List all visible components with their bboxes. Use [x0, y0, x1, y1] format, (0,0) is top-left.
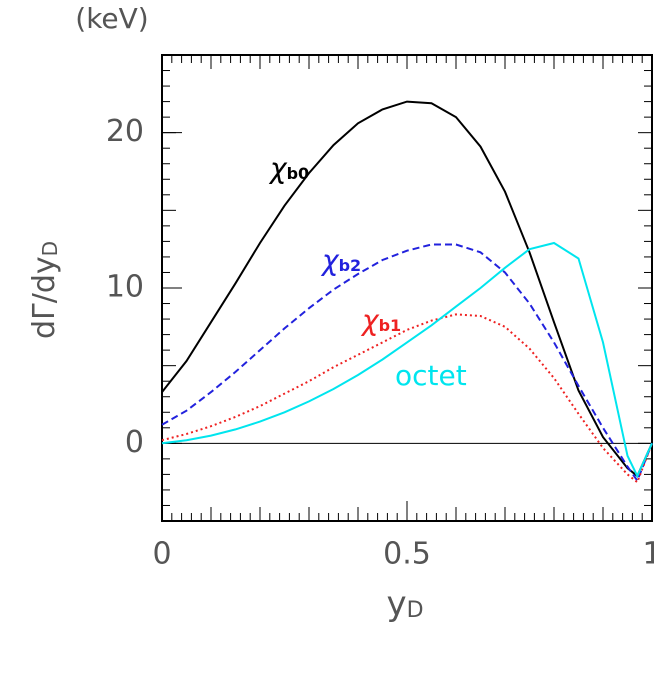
x-tick-label: 1: [642, 537, 654, 572]
series-label-main: octet: [395, 359, 467, 392]
x-tick-label: 0: [152, 537, 171, 572]
y-axis-label-sub: D: [38, 241, 62, 256]
series-label-sub: b2: [339, 256, 362, 275]
series-line: [161, 243, 653, 483]
y-tick-label: 10: [106, 270, 144, 305]
series-line: [161, 313, 653, 484]
y-tick-label: 0: [125, 425, 144, 460]
x-axis-label: yD: [386, 584, 423, 624]
y-axis-label-main: dΓ/dy: [27, 256, 62, 339]
series-label-sub: b0: [287, 164, 310, 183]
y-axis-label: dΓ/dyD: [27, 241, 62, 339]
series-label-main: χ: [268, 152, 288, 185]
series-label: χb1: [360, 304, 401, 337]
series-label-main: χ: [360, 304, 380, 337]
series-label: χb2: [320, 244, 361, 277]
unit-label: (keV): [75, 2, 148, 35]
series-label: χb0: [268, 152, 309, 185]
x-axis-label-main: y: [386, 584, 406, 624]
x-tick-label: 0.5: [383, 537, 431, 572]
series-line: [161, 100, 653, 478]
x-axis-label-sub: D: [407, 598, 424, 623]
series-label-main: χ: [320, 244, 340, 277]
series-line: [161, 241, 653, 479]
y-tick-label: 20: [106, 114, 144, 149]
series-label-sub: b1: [379, 316, 402, 335]
series-label: octet: [395, 359, 467, 392]
plot-frame: [161, 54, 653, 522]
